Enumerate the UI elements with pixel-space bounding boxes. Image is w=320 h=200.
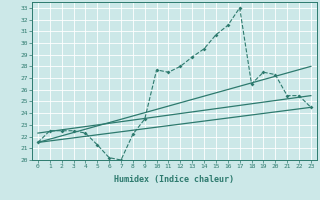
X-axis label: Humidex (Indice chaleur): Humidex (Indice chaleur)	[115, 175, 234, 184]
